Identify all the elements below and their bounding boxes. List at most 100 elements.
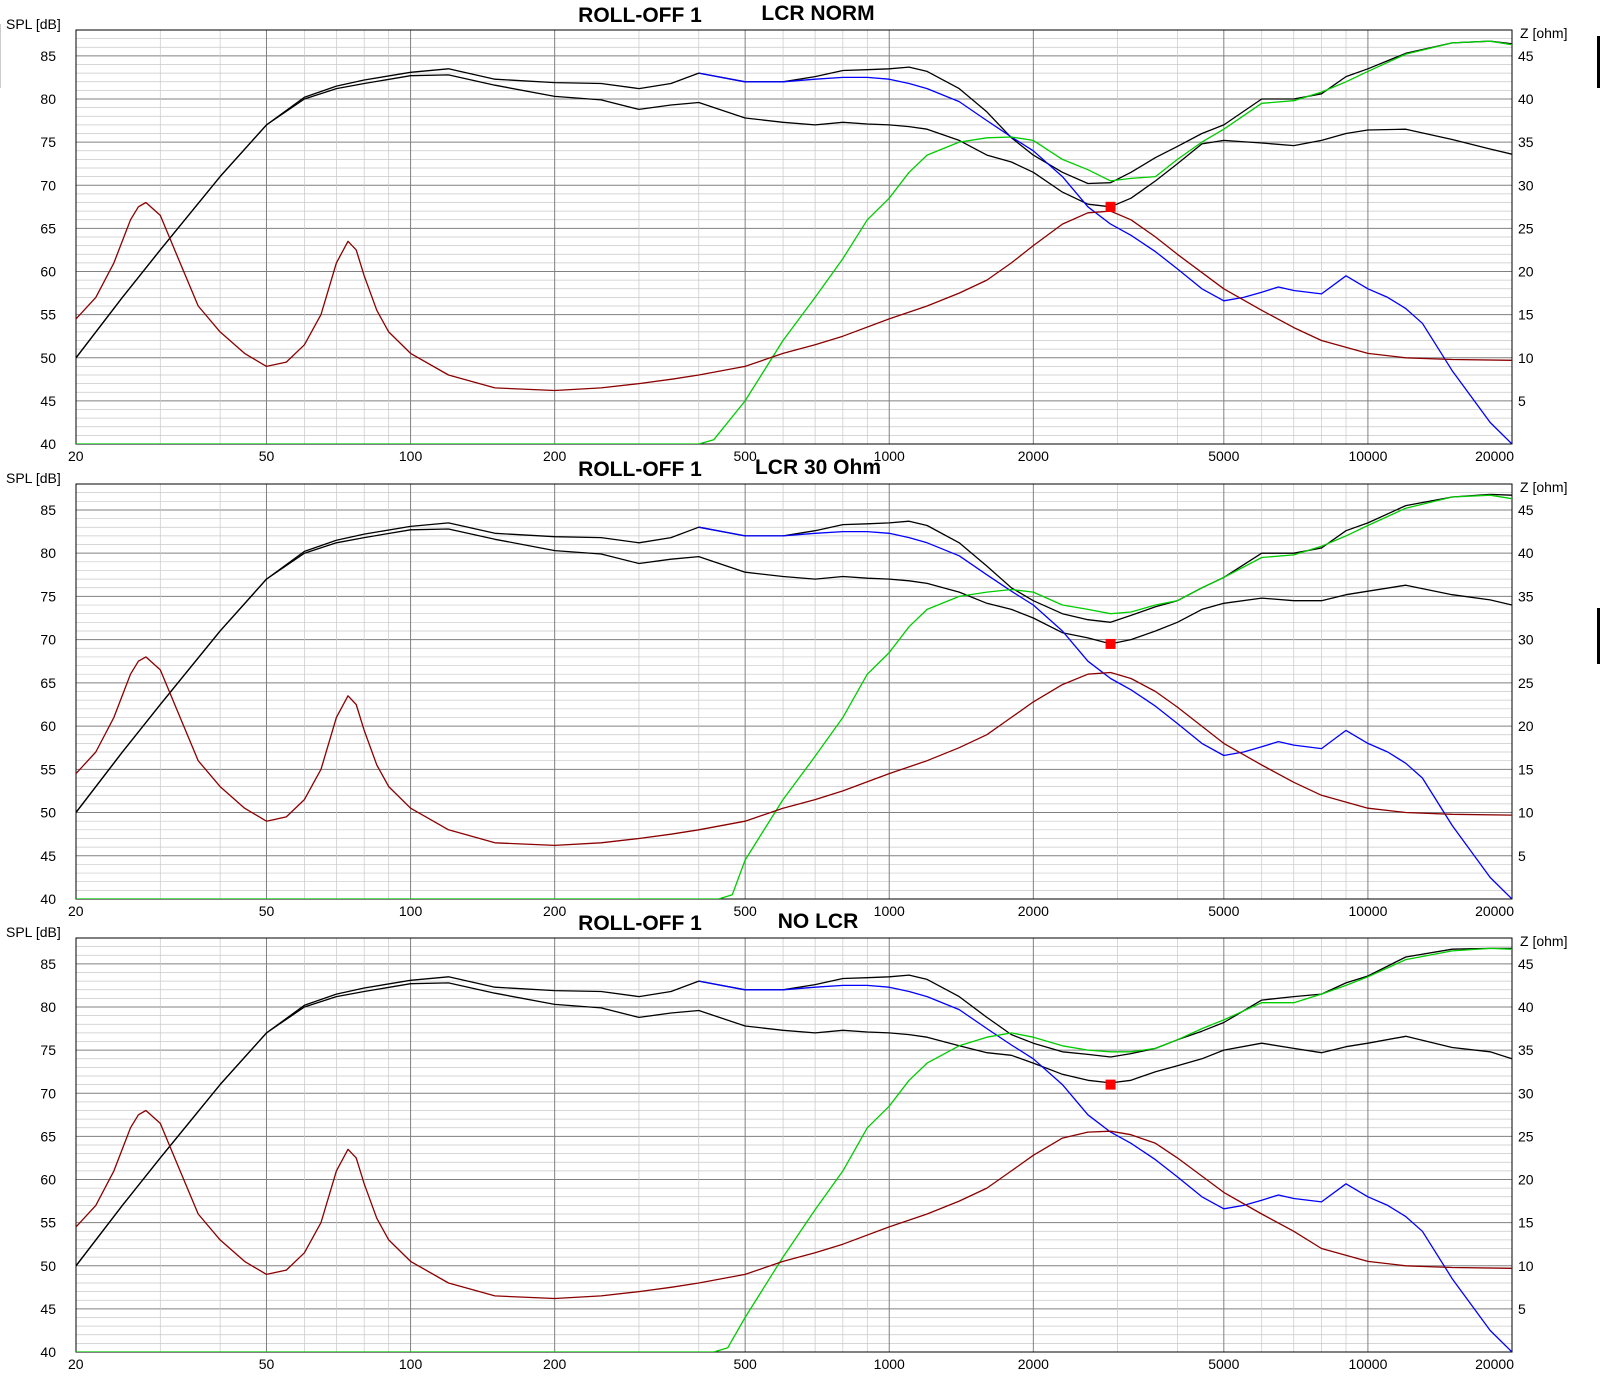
right-edge-mark-top <box>1597 36 1600 88</box>
y-right-axis-label: Z [ohm] <box>1520 479 1567 495</box>
x-tick-label: 1000 <box>874 903 905 919</box>
series-group <box>76 493 1512 899</box>
left-edge-mark <box>0 24 1 88</box>
y-left-tick-label: 75 <box>40 134 56 150</box>
y-right-tick-label: 15 <box>1518 761 1534 777</box>
chart-panel-2: 20 50 100 200 500 1000 2000 5000 10000 20000 85 80 7… <box>6 456 1567 919</box>
y-right-tick-label: 25 <box>1518 675 1534 691</box>
y-left-tick-label: 80 <box>40 999 56 1015</box>
series-line-3 <box>698 526 1512 899</box>
cursor-marker <box>1105 1079 1116 1090</box>
y-right-tick-label: 5 <box>1518 848 1526 864</box>
y-left-tick-label: 50 <box>40 350 56 366</box>
y-right-tick-label: 10 <box>1518 350 1534 366</box>
y-left-tick-label: 40 <box>40 891 56 907</box>
cursor-marker <box>1105 201 1116 212</box>
grid <box>75 29 1513 445</box>
y-right-tick-label: 40 <box>1518 545 1534 561</box>
plot-frame <box>75 29 1513 445</box>
x-tick-label: 20000 <box>1475 1356 1514 1372</box>
y-left-tick-label: 85 <box>40 956 56 972</box>
chart-panel-3: 20 50 100 200 500 1000 2000 5000 10000 20000 85 80 7… <box>6 910 1567 1372</box>
series-line-1 <box>76 74 1512 359</box>
y-right-tick-label: 30 <box>1518 177 1534 193</box>
x-tick-label: 5000 <box>1208 903 1239 919</box>
y-left-tick-label: 60 <box>40 264 56 280</box>
y-left-tick-label: 65 <box>40 675 56 691</box>
series-line-5 <box>76 656 1512 847</box>
y-right-tick-label: 15 <box>1518 307 1534 323</box>
y-right-tick-label: 20 <box>1518 718 1534 734</box>
series-line-3 <box>698 980 1512 1352</box>
y-right-tick-label: 35 <box>1518 1042 1534 1058</box>
series-line-4 <box>76 40 1512 444</box>
series-group <box>76 40 1512 444</box>
chart-title-left: ROLL-OFF 1 <box>578 458 702 481</box>
x-tick-label: 50 <box>259 903 275 919</box>
x-tick-label: 20 <box>68 1356 84 1372</box>
y-right-axis-label: Z [ohm] <box>1520 25 1567 41</box>
x-tick-label: 500 <box>733 903 757 919</box>
y-left-axis-label: SPL [dB] <box>6 16 61 32</box>
x-tick-label: 2000 <box>1018 448 1049 464</box>
y-left-tick-label: 65 <box>40 1128 56 1144</box>
y-left-tick-label: 60 <box>40 1172 56 1188</box>
y-right-tick-label: 30 <box>1518 1085 1534 1101</box>
chart-title-right: LCR NORM <box>761 2 874 25</box>
y-left-tick-label: 85 <box>40 502 56 518</box>
y-right-tick-label: 10 <box>1518 1258 1534 1274</box>
plot-frame <box>75 483 1513 900</box>
x-tick-label: 5000 <box>1208 1356 1239 1372</box>
y-right-tick-label: 35 <box>1518 134 1534 150</box>
y-right-tick-label: 30 <box>1518 632 1534 648</box>
y-left-tick-label: 45 <box>40 393 56 409</box>
y-right-tick-label: 35 <box>1518 588 1534 604</box>
y-right-tick-label: 10 <box>1518 805 1534 821</box>
y-right-tick-label: 40 <box>1518 999 1534 1015</box>
y-left-tick-label: 70 <box>40 632 56 648</box>
y-right-tick-label: 25 <box>1518 1128 1534 1144</box>
y-right-tick-label: 45 <box>1518 48 1534 64</box>
x-tick-label: 20000 <box>1475 903 1514 919</box>
right-edge-mark-middle <box>1597 608 1600 664</box>
series-line-1 <box>76 528 1512 813</box>
x-tick-label: 2000 <box>1018 903 1049 919</box>
y-right-tick-label: 25 <box>1518 220 1534 236</box>
y-left-axis-label: SPL [dB] <box>6 924 61 940</box>
x-tick-label: 5000 <box>1208 448 1239 464</box>
y-left-tick-label: 80 <box>40 545 56 561</box>
x-tick-label: 50 <box>259 448 275 464</box>
y-left-tick-label: 75 <box>40 588 56 604</box>
chart-panel-1: 20 50 100 200 500 1000 2000 5000 10000 20000 85 80 7… <box>6 2 1567 464</box>
x-tick-label: 10000 <box>1348 1356 1387 1372</box>
grid <box>75 483 1513 900</box>
x-tick-label: 1000 <box>874 1356 905 1372</box>
y-left-tick-label: 70 <box>40 177 56 193</box>
series-line-4 <box>76 494 1512 899</box>
x-tick-label: 200 <box>543 448 567 464</box>
x-tick-label: 100 <box>399 1356 423 1372</box>
x-tick-label: 1000 <box>874 448 905 464</box>
y-left-axis-label: SPL [dB] <box>6 470 61 486</box>
y-left-tick-label: 40 <box>40 436 56 452</box>
y-right-tick-label: 40 <box>1518 91 1534 107</box>
y-right-tick-label: 45 <box>1518 502 1534 518</box>
chart-title-right: LCR 30 Ohm <box>755 456 881 479</box>
series-line-2 <box>76 493 1512 813</box>
x-tick-label: 10000 <box>1348 448 1387 464</box>
chart-title-left: ROLL-OFF 1 <box>578 912 702 935</box>
plot-frame <box>75 937 1513 1353</box>
chart-title-right: NO LCR <box>778 910 859 933</box>
series-line-4 <box>76 947 1512 1352</box>
series-line-2 <box>76 40 1512 359</box>
x-tick-label: 100 <box>399 448 423 464</box>
x-tick-label: 500 <box>733 448 757 464</box>
y-left-tick-label: 45 <box>40 848 56 864</box>
y-left-tick-label: 55 <box>40 761 56 777</box>
y-left-tick-label: 50 <box>40 1258 56 1274</box>
chart-title-left: ROLL-OFF 1 <box>578 4 702 27</box>
y-right-tick-label: 15 <box>1518 1215 1534 1231</box>
y-left-tick-label: 75 <box>40 1042 56 1058</box>
x-tick-label: 20000 <box>1475 448 1514 464</box>
x-tick-label: 2000 <box>1018 1356 1049 1372</box>
